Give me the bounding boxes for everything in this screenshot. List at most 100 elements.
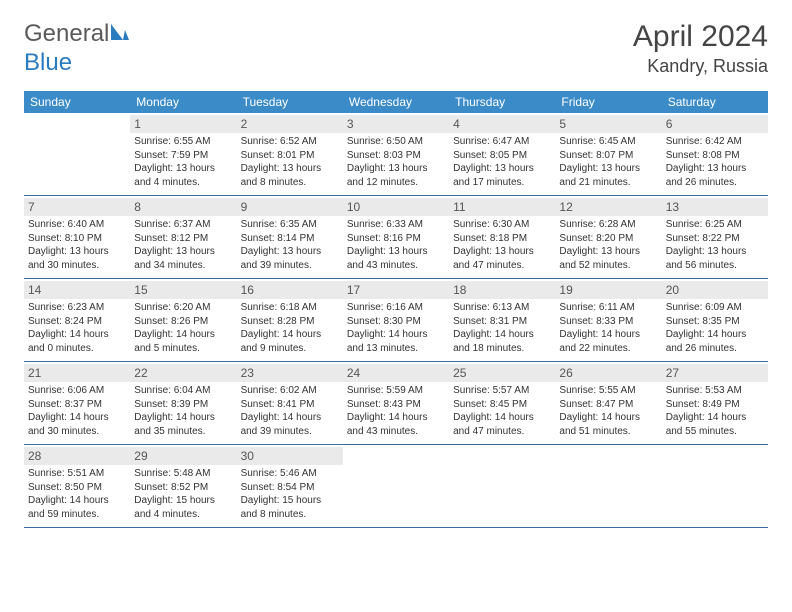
day-cell: 24 Sunrise: 5:59 AMSunset: 8:43 PMDayligh… (343, 362, 449, 444)
day-number: 20 (662, 281, 768, 299)
day-number: 26 (555, 364, 661, 382)
day-cell: 23 Sunrise: 6:02 AMSunset: 8:41 PMDayligh… (237, 362, 343, 444)
day-cell (343, 445, 449, 527)
day-info: Sunrise: 6:40 AMSunset: 8:10 PMDaylight:… (28, 218, 126, 272)
day-info: Sunrise: 5:55 AMSunset: 8:47 PMDaylight:… (559, 384, 657, 438)
day-cell (449, 445, 555, 527)
day-number: 9 (237, 198, 343, 216)
day-cell: 30Sunrise: 5:46 AMSunset: 8:54 PMDayligh… (237, 445, 343, 527)
day-number: 5 (555, 115, 661, 133)
week-row: 7 Sunrise: 6:40 AMSunset: 8:10 PMDaylight… (24, 196, 768, 279)
day-cell: 13 Sunrise: 6:25 AMSunset: 8:22 PMDayligh… (662, 196, 768, 278)
day-number: 21 (24, 364, 130, 382)
day-header: Friday (555, 91, 661, 113)
day-number: 28 (24, 447, 130, 465)
day-cell: 9 Sunrise: 6:35 AMSunset: 8:14 PMDaylight… (237, 196, 343, 278)
day-number: 24 (343, 364, 449, 382)
week-row: 21Sunrise: 6:06 AMSunset: 8:37 PMDayligh… (24, 362, 768, 445)
day-cell: 10 Sunrise: 6:33 AMSunset: 8:16 PMDayligh… (343, 196, 449, 278)
day-info: Sunrise: 6:13 AMSunset: 8:31 PMDaylight:… (453, 301, 551, 355)
day-header-row: SundayMondayTuesdayWednesdayThursdayFrid… (24, 91, 768, 113)
day-info: Sunrise: 6:33 AMSunset: 8:16 PMDaylight:… (347, 218, 445, 272)
header: GeneralBlue April 2024 Kandry, Russia (24, 20, 768, 77)
day-cell: 1 Sunrise: 6:55 AMSunset: 7:59 PMDaylight… (130, 113, 236, 195)
day-info: Sunrise: 6:25 AMSunset: 8:22 PMDaylight:… (666, 218, 764, 272)
day-cell: 29 Sunrise: 5:48 AMSunset: 8:52 PMDayligh… (130, 445, 236, 527)
day-info: Sunrise: 6:55 AMSunset: 7:59 PMDaylight:… (134, 135, 232, 189)
day-cell: 12Sunrise: 6:28 AMSunset: 8:20 PMDayligh… (555, 196, 661, 278)
day-cell: 2Sunrise: 6:52 AMSunset: 8:01 PMDaylight… (237, 113, 343, 195)
day-number: 3 (343, 115, 449, 133)
location: Kandry, Russia (633, 56, 768, 77)
day-info: Sunrise: 6:02 AMSunset: 8:41 PMDaylight:… (241, 384, 339, 438)
day-number: 23 (237, 364, 343, 382)
week-row: 28Sunrise: 5:51 AMSunset: 8:50 PMDayligh… (24, 445, 768, 528)
logo-part1: General (24, 20, 109, 47)
day-number: 4 (449, 115, 555, 133)
day-number: 16 (237, 281, 343, 299)
day-cell: 14 Sunrise: 6:23 AMSunset: 8:24 PMDayligh… (24, 279, 130, 361)
day-cell: 4 Sunrise: 6:47 AMSunset: 8:05 PMDaylight… (449, 113, 555, 195)
day-number: 29 (130, 447, 236, 465)
day-number: 17 (343, 281, 449, 299)
logo-part2: Blue (24, 49, 72, 76)
day-info: Sunrise: 6:45 AMSunset: 8:07 PMDaylight:… (559, 135, 657, 189)
day-info: Sunrise: 6:42 AMSunset: 8:08 PMDaylight:… (666, 135, 764, 189)
day-number: 14 (24, 281, 130, 299)
day-number: 1 (130, 115, 236, 133)
day-header: Tuesday (237, 91, 343, 113)
day-cell: 25 Sunrise: 5:57 AMSunset: 8:45 PMDayligh… (449, 362, 555, 444)
day-header: Monday (130, 91, 236, 113)
day-cell: 19Sunrise: 6:11 AMSunset: 8:33 PMDayligh… (555, 279, 661, 361)
week-row: 1 Sunrise: 6:55 AMSunset: 7:59 PMDaylight… (24, 113, 768, 196)
day-cell (555, 445, 661, 527)
day-number: 30 (237, 447, 343, 465)
week-row: 14 Sunrise: 6:23 AMSunset: 8:24 PMDayligh… (24, 279, 768, 362)
day-cell: 11Sunrise: 6:30 AMSunset: 8:18 PMDayligh… (449, 196, 555, 278)
day-number: 8 (130, 198, 236, 216)
logo: GeneralBlue (24, 20, 131, 77)
day-cell: 17Sunrise: 6:16 AMSunset: 8:30 PMDayligh… (343, 279, 449, 361)
logo-sail-icon (109, 21, 131, 49)
day-cell: 5 Sunrise: 6:45 AMSunset: 8:07 PMDaylight… (555, 113, 661, 195)
day-number: 25 (449, 364, 555, 382)
day-cell: 7 Sunrise: 6:40 AMSunset: 8:10 PMDaylight… (24, 196, 130, 278)
day-info: Sunrise: 6:11 AMSunset: 8:33 PMDaylight:… (559, 301, 657, 355)
day-info: Sunrise: 6:23 AMSunset: 8:24 PMDaylight:… (28, 301, 126, 355)
day-number: 11 (449, 198, 555, 216)
day-number: 10 (343, 198, 449, 216)
day-number: 7 (24, 198, 130, 216)
day-number: 22 (130, 364, 236, 382)
day-number: 18 (449, 281, 555, 299)
day-number: 27 (662, 364, 768, 382)
day-info: Sunrise: 6:04 AMSunset: 8:39 PMDaylight:… (134, 384, 232, 438)
day-info: Sunrise: 6:28 AMSunset: 8:20 PMDaylight:… (559, 218, 657, 272)
day-info: Sunrise: 6:35 AMSunset: 8:14 PMDaylight:… (241, 218, 339, 272)
day-info: Sunrise: 5:59 AMSunset: 8:43 PMDaylight:… (347, 384, 445, 438)
day-cell: 28Sunrise: 5:51 AMSunset: 8:50 PMDayligh… (24, 445, 130, 527)
day-header: Saturday (662, 91, 768, 113)
day-info: Sunrise: 5:48 AMSunset: 8:52 PMDaylight:… (134, 467, 232, 521)
day-cell: 27 Sunrise: 5:53 AMSunset: 8:49 PMDayligh… (662, 362, 768, 444)
day-cell: 8 Sunrise: 6:37 AMSunset: 8:12 PMDaylight… (130, 196, 236, 278)
day-number: 13 (662, 198, 768, 216)
page: GeneralBlue April 2024 Kandry, Russia Su… (0, 0, 792, 548)
day-info: Sunrise: 6:47 AMSunset: 8:05 PMDaylight:… (453, 135, 551, 189)
day-info: Sunrise: 6:18 AMSunset: 8:28 PMDaylight:… (241, 301, 339, 355)
title-block: April 2024 Kandry, Russia (633, 20, 768, 77)
day-cell: 15Sunrise: 6:20 AMSunset: 8:26 PMDayligh… (130, 279, 236, 361)
weeks-container: 1 Sunrise: 6:55 AMSunset: 7:59 PMDaylight… (24, 113, 768, 528)
day-info: Sunrise: 5:57 AMSunset: 8:45 PMDaylight:… (453, 384, 551, 438)
day-header: Sunday (24, 91, 130, 113)
day-header: Thursday (449, 91, 555, 113)
day-info: Sunrise: 5:53 AMSunset: 8:49 PMDaylight:… (666, 384, 764, 438)
day-number: 6 (662, 115, 768, 133)
day-cell: 18 Sunrise: 6:13 AMSunset: 8:31 PMDayligh… (449, 279, 555, 361)
day-cell: 3Sunrise: 6:50 AMSunset: 8:03 PMDaylight… (343, 113, 449, 195)
logo-text: GeneralBlue (24, 20, 131, 77)
day-cell (24, 113, 130, 195)
day-cell: 26 Sunrise: 5:55 AMSunset: 8:47 PMDayligh… (555, 362, 661, 444)
day-info: Sunrise: 6:37 AMSunset: 8:12 PMDaylight:… (134, 218, 232, 272)
day-header: Wednesday (343, 91, 449, 113)
day-number: 2 (237, 115, 343, 133)
